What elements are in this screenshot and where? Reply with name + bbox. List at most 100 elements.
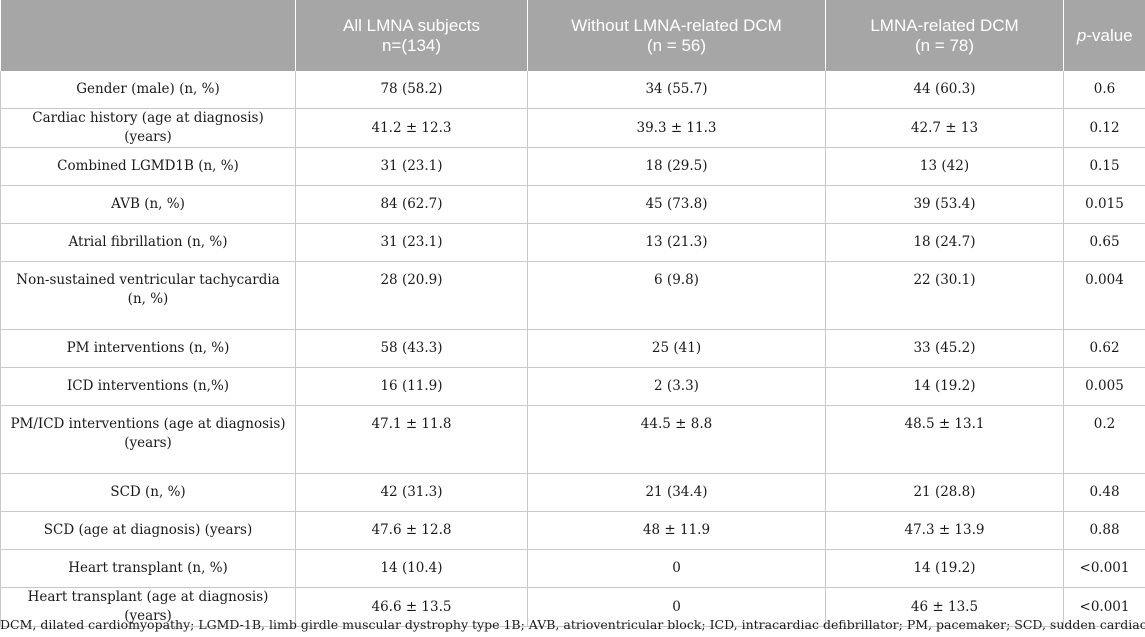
row-label: ICD interventions (n,%) bbox=[0, 367, 296, 406]
row-label-line2: (years) bbox=[124, 435, 172, 451]
cell-dcm: 39 (53.4) bbox=[825, 185, 1064, 224]
table-footnote: DCM, dilated cardiomyopathy; LGMD-1B, li… bbox=[0, 617, 1145, 632]
header-dcm-title: LMNA-related DCM bbox=[870, 15, 1019, 35]
cell-dcm: 18 (24.7) bbox=[825, 223, 1064, 262]
cell-without-dcm: 0 bbox=[527, 587, 826, 627]
cell-p-value: 0.15 bbox=[1063, 147, 1145, 186]
cell-p-value: 0.88 bbox=[1063, 511, 1145, 550]
cell-without-dcm: 48 ± 11.9 bbox=[527, 511, 826, 550]
header-dcm: LMNA-related DCM (n = 78) bbox=[825, 0, 1064, 71]
cell-dcm: 21 (28.8) bbox=[825, 473, 1064, 512]
cell-dcm: 33 (45.2) bbox=[825, 329, 1064, 368]
cell-without-dcm: 0 bbox=[527, 549, 826, 588]
cell-without-dcm: 44.5 ± 8.8 bbox=[527, 405, 826, 474]
table-header: All LMNA subjects n=(134) Without LMNA-r… bbox=[0, 0, 1145, 71]
table-row: PM/ICD interventions (age at diagnosis) (… bbox=[0, 405, 1145, 474]
header-all-subjects: All LMNA subjects n=(134) bbox=[295, 0, 528, 71]
cell-p-value: <0.001 bbox=[1063, 587, 1145, 627]
cell-without-dcm: 18 (29.5) bbox=[527, 147, 826, 186]
cell-all: 46.6 ± 13.5 bbox=[295, 587, 528, 627]
row-label: Gender (male) (n, %) bbox=[0, 71, 296, 109]
header-without-dcm-title: Without LMNA-related DCM bbox=[571, 15, 782, 35]
cell-all: 84 (62.7) bbox=[295, 185, 528, 224]
table-row: SCD (age at diagnosis) (years) 47.6 ± 12… bbox=[0, 511, 1145, 550]
cell-dcm: 46 ± 13.5 bbox=[825, 587, 1064, 627]
cell-all: 41.2 ± 12.3 bbox=[295, 108, 528, 148]
header-p-italic: p bbox=[1076, 25, 1087, 45]
cell-dcm: 13 (42) bbox=[825, 147, 1064, 186]
table-row: Gender (male) (n, %) 78 (58.2) 34 (55.7)… bbox=[0, 71, 1145, 109]
table-row: Heart transplant (age at diagnosis) (yea… bbox=[0, 587, 1145, 627]
cell-all: 14 (10.4) bbox=[295, 549, 528, 588]
cell-p-value: 0.005 bbox=[1063, 367, 1145, 406]
cell-without-dcm: 21 (34.4) bbox=[527, 473, 826, 512]
header-without-dcm-n: (n = 56) bbox=[646, 35, 707, 55]
cell-without-dcm: 39.3 ± 11.3 bbox=[527, 108, 826, 148]
table-body: Gender (male) (n, %) 78 (58.2) 34 (55.7)… bbox=[0, 71, 1145, 627]
table-row: Heart transplant (n, %) 14 (10.4) 0 14 (… bbox=[0, 549, 1145, 588]
row-label: Non-sustained ventricular tachycardia (n,… bbox=[0, 261, 296, 330]
cell-p-value: 0.12 bbox=[1063, 108, 1145, 148]
cell-p-value: 0.62 bbox=[1063, 329, 1145, 368]
row-label: Atrial fibrillation (n, %) bbox=[0, 223, 296, 262]
table-row: Atrial fibrillation (n, %) 31 (23.1) 13 … bbox=[0, 223, 1145, 262]
header-dcm-n: (n = 78) bbox=[914, 35, 975, 55]
cell-all: 31 (23.1) bbox=[295, 147, 528, 186]
row-label: Heart transplant (n, %) bbox=[0, 549, 296, 588]
cell-p-value: 0.015 bbox=[1063, 185, 1145, 224]
cell-without-dcm: 13 (21.3) bbox=[527, 223, 826, 262]
cell-all: 58 (43.3) bbox=[295, 329, 528, 368]
header-all-subjects-title: All LMNA subjects bbox=[343, 15, 480, 35]
cell-all: 47.6 ± 12.8 bbox=[295, 511, 528, 550]
cell-dcm: 22 (30.1) bbox=[825, 261, 1064, 330]
cell-without-dcm: 2 (3.3) bbox=[527, 367, 826, 406]
table-row: Non-sustained ventricular tachycardia (n,… bbox=[0, 261, 1145, 330]
row-label-line1: PM/ICD interventions (age at diagnosis) bbox=[10, 416, 286, 432]
row-label: PM/ICD interventions (age at diagnosis) (… bbox=[0, 405, 296, 474]
cell-all: 16 (11.9) bbox=[295, 367, 528, 406]
cell-dcm: 14 (19.2) bbox=[825, 549, 1064, 588]
row-label: Cardiac history (age at diagnosis) (year… bbox=[0, 108, 296, 148]
row-label-line1: Non-sustained ventricular tachycardia bbox=[16, 272, 280, 288]
row-label: SCD (n, %) bbox=[0, 473, 296, 512]
cell-p-value: 0.65 bbox=[1063, 223, 1145, 262]
cell-without-dcm: 25 (41) bbox=[527, 329, 826, 368]
cell-p-value: 0.004 bbox=[1063, 261, 1145, 330]
header-p-value: p-value bbox=[1063, 0, 1145, 71]
table-row: AVB (n, %) 84 (62.7) 45 (73.8) 39 (53.4)… bbox=[0, 185, 1145, 224]
cell-p-value: 0.2 bbox=[1063, 405, 1145, 474]
table-row: SCD (n, %) 42 (31.3) 21 (34.4) 21 (28.8)… bbox=[0, 473, 1145, 512]
cell-p-value: 0.6 bbox=[1063, 71, 1145, 109]
row-label-line2: (n, %) bbox=[127, 291, 169, 307]
cell-without-dcm: 34 (55.7) bbox=[527, 71, 826, 109]
row-label: SCD (age at diagnosis) (years) bbox=[0, 511, 296, 550]
cell-all: 42 (31.3) bbox=[295, 473, 528, 512]
cell-p-value: 0.48 bbox=[1063, 473, 1145, 512]
header-p-rest: -value bbox=[1086, 25, 1133, 45]
cell-without-dcm: 45 (73.8) bbox=[527, 185, 826, 224]
header-all-subjects-n: n=(134) bbox=[381, 35, 442, 55]
table-row: ICD interventions (n,%) 16 (11.9) 2 (3.3… bbox=[0, 367, 1145, 406]
row-label: Heart transplant (age at diagnosis) (yea… bbox=[0, 587, 296, 627]
cell-all: 47.1 ± 11.8 bbox=[295, 405, 528, 474]
cell-dcm: 44 (60.3) bbox=[825, 71, 1064, 109]
cell-all: 78 (58.2) bbox=[295, 71, 528, 109]
cell-dcm: 47.3 ± 13.9 bbox=[825, 511, 1064, 550]
table-row: PM interventions (n, %) 58 (43.3) 25 (41… bbox=[0, 329, 1145, 368]
table-row: Combined LGMD1B (n, %) 31 (23.1) 18 (29.… bbox=[0, 147, 1145, 186]
table-row: Cardiac history (age at diagnosis) (year… bbox=[0, 108, 1145, 148]
row-label: Combined LGMD1B (n, %) bbox=[0, 147, 296, 186]
cell-p-value: <0.001 bbox=[1063, 549, 1145, 588]
header-row: All LMNA subjects n=(134) Without LMNA-r… bbox=[0, 0, 1145, 71]
row-label: AVB (n, %) bbox=[0, 185, 296, 224]
cell-dcm: 42.7 ± 13 bbox=[825, 108, 1064, 148]
header-empty bbox=[0, 0, 296, 71]
cell-all: 31 (23.1) bbox=[295, 223, 528, 262]
cell-all: 28 (20.9) bbox=[295, 261, 528, 330]
row-label: PM interventions (n, %) bbox=[0, 329, 296, 368]
header-without-dcm: Without LMNA-related DCM (n = 56) bbox=[527, 0, 826, 71]
cell-dcm: 48.5 ± 13.1 bbox=[825, 405, 1064, 474]
cell-dcm: 14 (19.2) bbox=[825, 367, 1064, 406]
